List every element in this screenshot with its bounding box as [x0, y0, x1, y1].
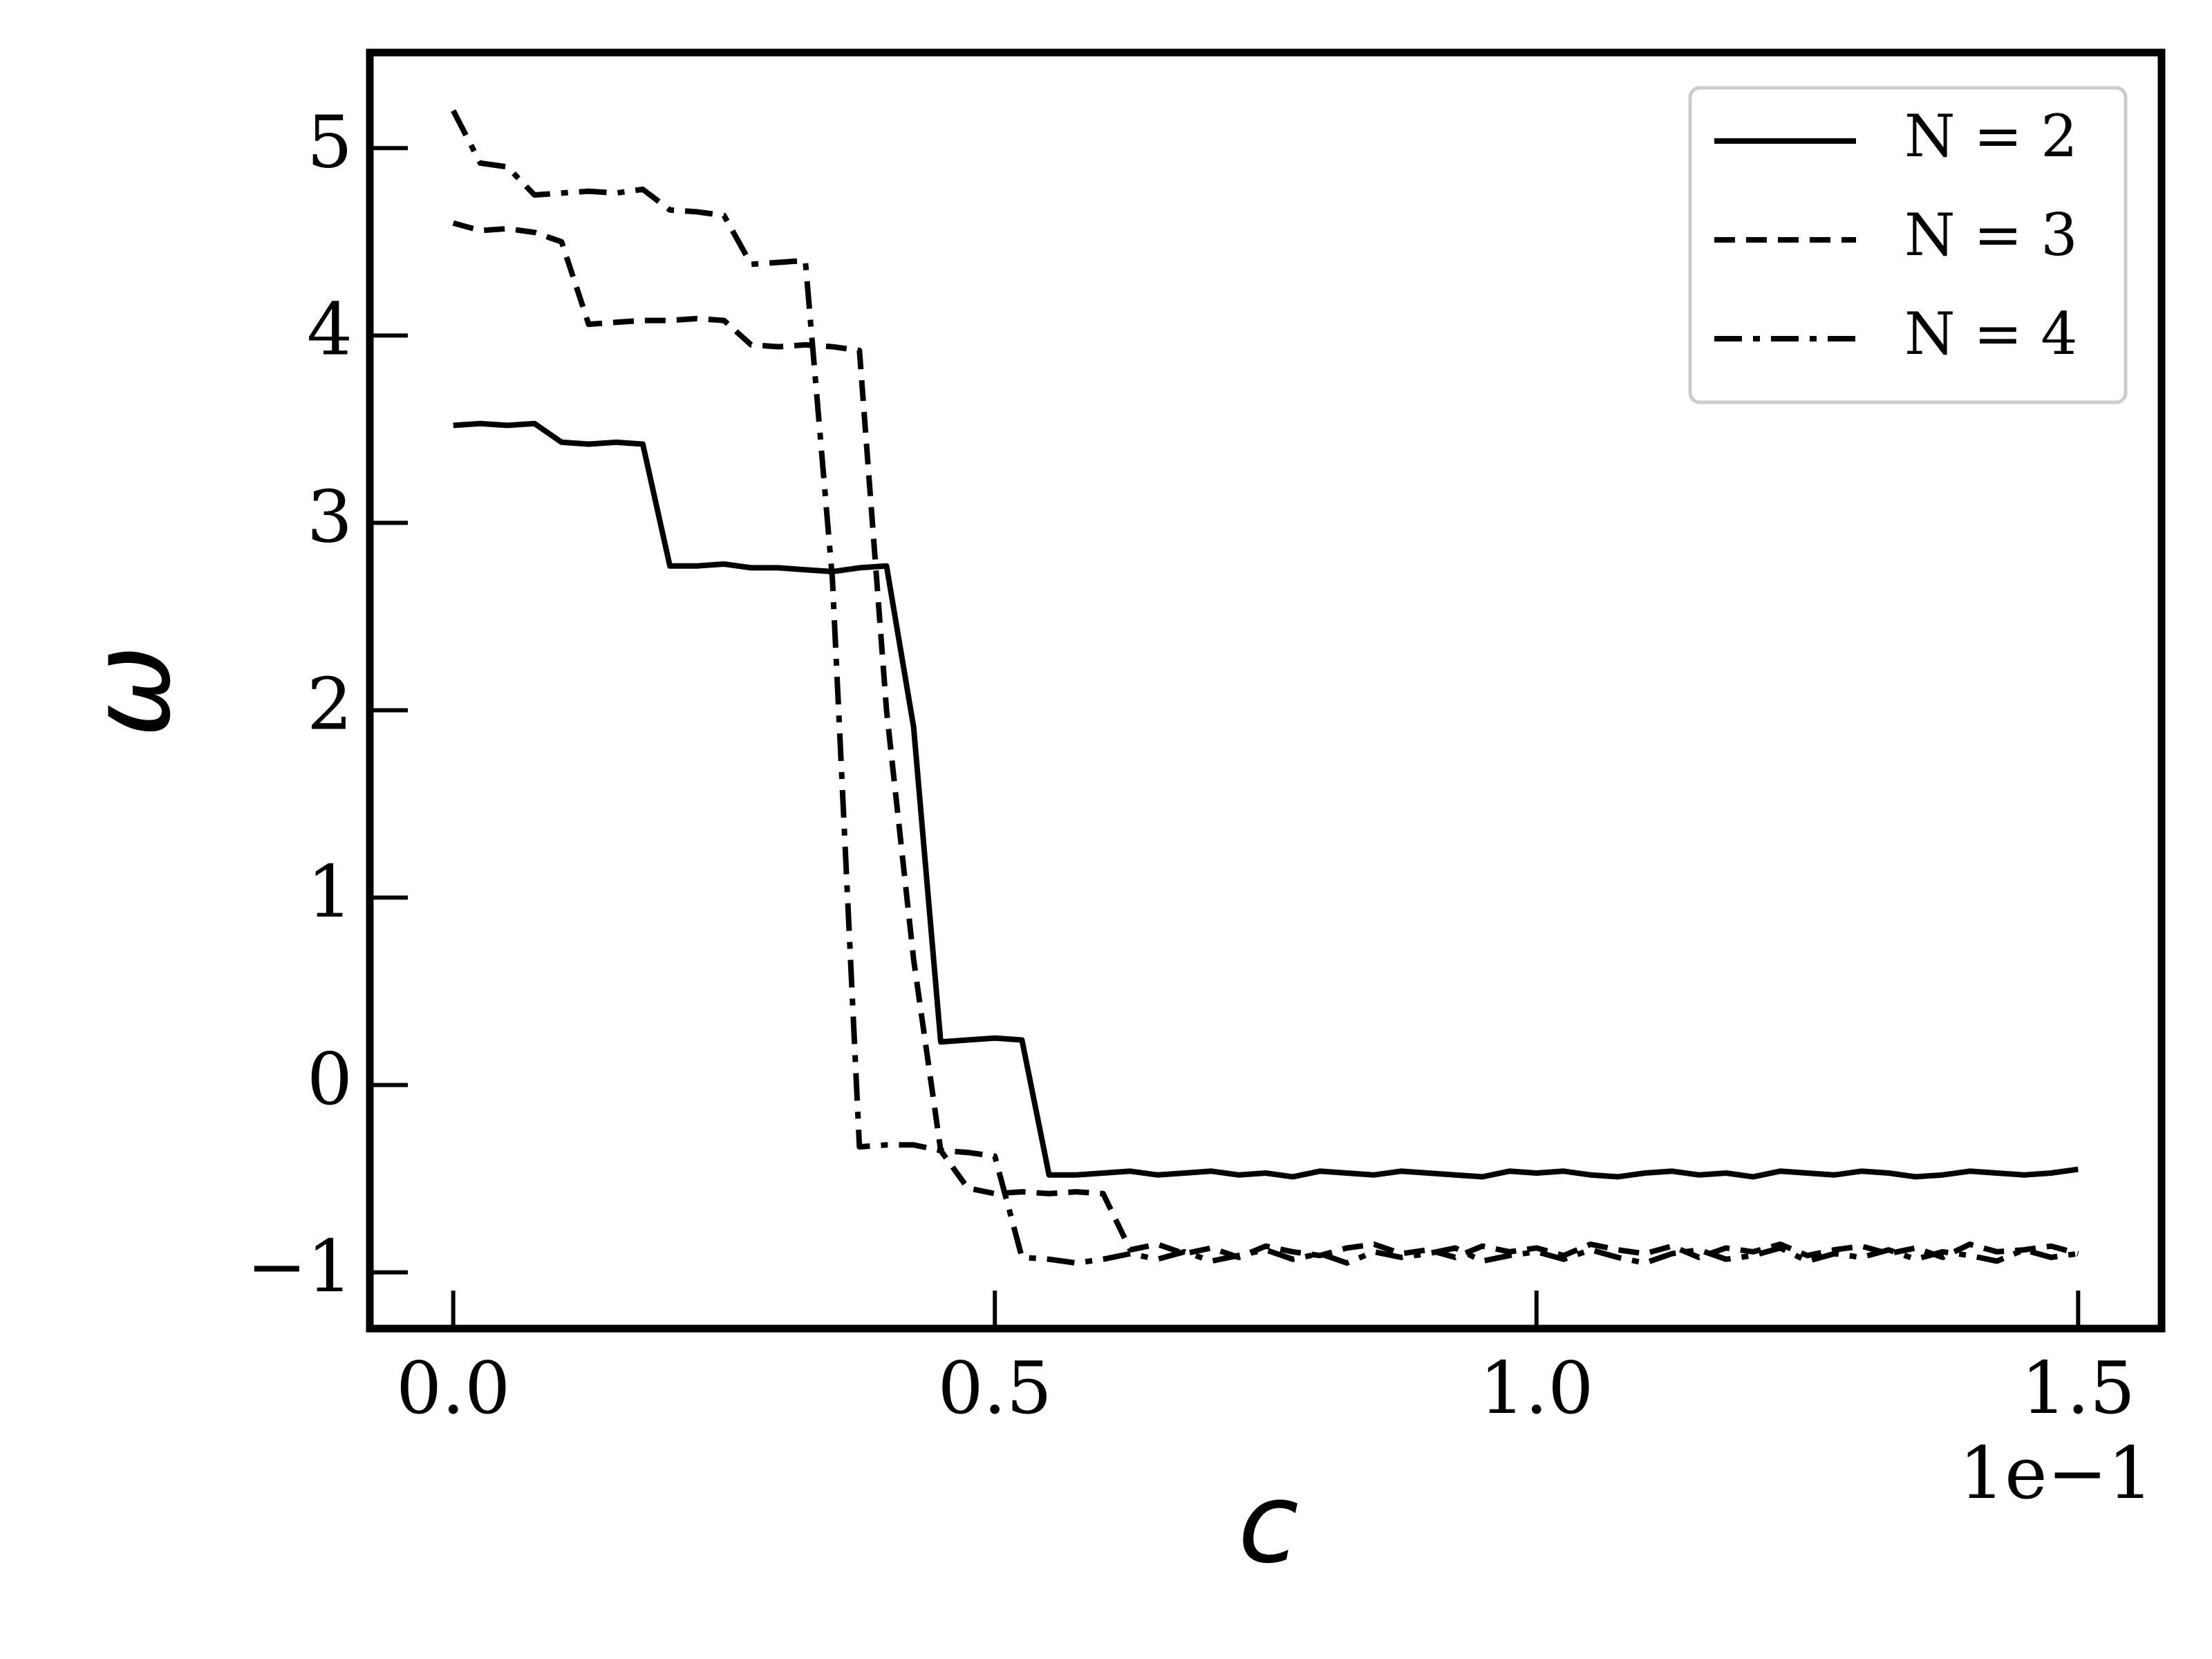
y-tick-label: 0 [307, 1037, 353, 1121]
series-line [452, 220, 2079, 1260]
y-tick-label: −1 [247, 1224, 353, 1309]
x-tick-label: 1.5 [2021, 1346, 2135, 1430]
y-tick-label: 5 [307, 100, 353, 184]
x-tick-label: 0.0 [396, 1346, 510, 1430]
series-line [453, 420, 2079, 1180]
legend-label: N = 2 [1904, 102, 2078, 170]
series-line [451, 109, 2079, 1266]
y-tick-label: 4 [307, 288, 353, 372]
y-tick-label: 1 [307, 850, 353, 934]
x-tick-label: 1.0 [1479, 1346, 1593, 1430]
x-tick-label: 0.5 [938, 1346, 1052, 1430]
legend-label: N = 4 [1904, 300, 2078, 368]
y-tick-label: 3 [307, 475, 353, 559]
x-offset-label: 1e−1 [1959, 1431, 2153, 1515]
plot-frame [366, 48, 2166, 1333]
legend-box [1688, 86, 2128, 404]
x-axis-label: c [1238, 1459, 1299, 1588]
legend-label: N = 3 [1904, 201, 2078, 269]
y-axis-label: ω [66, 645, 195, 738]
y-tick-label: 2 [307, 662, 353, 747]
